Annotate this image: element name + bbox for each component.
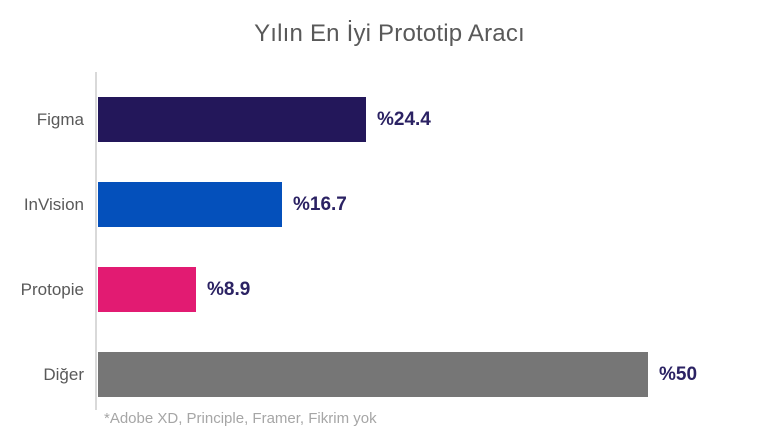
bar-row-figma: Figma %24.4 xyxy=(0,97,697,142)
value-label-invision: %16.7 xyxy=(293,193,347,215)
bar-row-invision: InVision %16.7 xyxy=(0,182,697,227)
chart-rows: Figma %24.4 InVision %16.7 Protopie %8.9 Diğer… xyxy=(0,97,697,397)
chart-footnote: *Adobe XD, Principle, Framer, Fikrim yok xyxy=(104,410,377,427)
bar-protopie xyxy=(98,267,196,312)
category-label-di-er: Diğer xyxy=(43,364,84,384)
category-label-figma: Figma xyxy=(36,109,84,129)
y-axis-line xyxy=(95,72,97,410)
bar-row-di-er: Diğer %50 xyxy=(0,352,697,397)
chart-title: Yılın En İyi Prototip Aracı xyxy=(254,20,525,47)
bar-di-er xyxy=(98,352,648,397)
bar-figma xyxy=(98,97,366,142)
value-label-di-er: %50 xyxy=(659,363,698,385)
value-label-figma: %24.4 xyxy=(377,108,431,130)
bar-invision xyxy=(98,182,282,227)
bar-row-protopie: Protopie %8.9 xyxy=(0,267,697,312)
bar-chart: Figma %24.4 InVision %16.7 Protopie %8.9 Diğer… xyxy=(0,72,779,412)
category-label-protopie: Protopie xyxy=(20,279,84,299)
category-label-invision: InVision xyxy=(23,194,84,214)
value-label-protopie: %8.9 xyxy=(207,278,251,300)
